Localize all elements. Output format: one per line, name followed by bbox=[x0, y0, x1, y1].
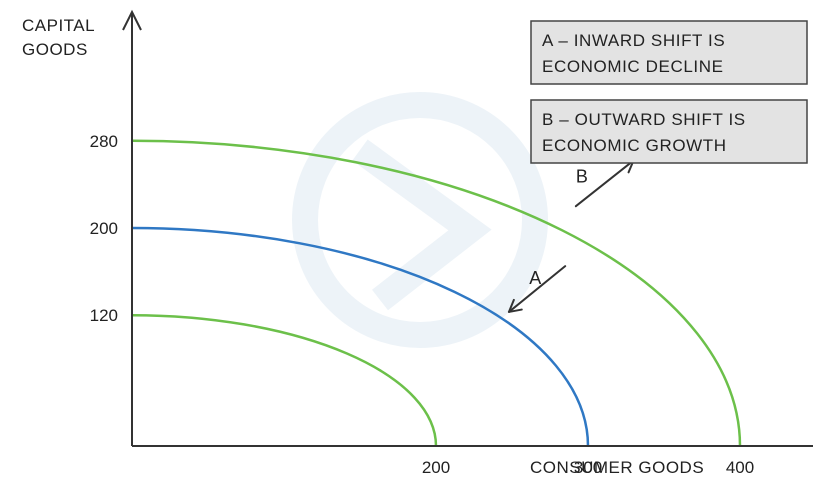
legend-item-b: B – OUTWARD SHIFT IS ECONOMIC GROWTH bbox=[530, 99, 808, 164]
y-axis-label-line-2: GOODS bbox=[22, 40, 88, 59]
legend: A – INWARD SHIFT IS ECONOMIC DECLINE B –… bbox=[530, 20, 808, 164]
ppf-curves bbox=[131, 139, 742, 447]
legend-b-line-2: ECONOMIC GROWTH bbox=[542, 136, 727, 155]
x-tick-label: 300 bbox=[574, 458, 602, 477]
shift-arrow-a: A bbox=[507, 265, 567, 313]
ppf-curve-2 bbox=[131, 226, 590, 447]
x-tick-label: 400 bbox=[726, 458, 754, 477]
ppf-curve-3 bbox=[131, 139, 742, 447]
watermark-logo bbox=[292, 92, 548, 348]
legend-b-line-1: B – OUTWARD SHIFT IS bbox=[542, 110, 746, 129]
ppf-curve-1 bbox=[131, 313, 438, 447]
y-axis-arrowhead bbox=[122, 9, 142, 31]
legend-item-a: A – INWARD SHIFT IS ECONOMIC DECLINE bbox=[530, 20, 808, 85]
shift-arrow-shaft bbox=[507, 265, 567, 313]
legend-box-b bbox=[530, 99, 808, 164]
legend-box-a bbox=[530, 20, 808, 85]
shift-arrowhead bbox=[507, 298, 523, 313]
shift-label-b: B bbox=[576, 166, 588, 186]
y-axis-label-line-1: CAPITAL bbox=[22, 16, 95, 35]
axes bbox=[122, 9, 813, 447]
x-tick-label: 200 bbox=[422, 458, 450, 477]
legend-a-line-1: A – INWARD SHIFT IS bbox=[542, 31, 725, 50]
y-tick-label: 200 bbox=[90, 219, 118, 238]
legend-a-line-2: ECONOMIC DECLINE bbox=[542, 57, 724, 76]
y-tick-label: 120 bbox=[90, 306, 118, 325]
shift-arrow-b: B bbox=[574, 159, 635, 208]
shift-arrow-shaft bbox=[574, 159, 635, 208]
tick-labels: 200 300 400 120 200 280 bbox=[90, 132, 755, 477]
y-tick-label: 280 bbox=[90, 132, 118, 151]
shift-label-a: A bbox=[529, 268, 541, 288]
x-axis-label: CONSUMER GOODS bbox=[530, 458, 704, 477]
